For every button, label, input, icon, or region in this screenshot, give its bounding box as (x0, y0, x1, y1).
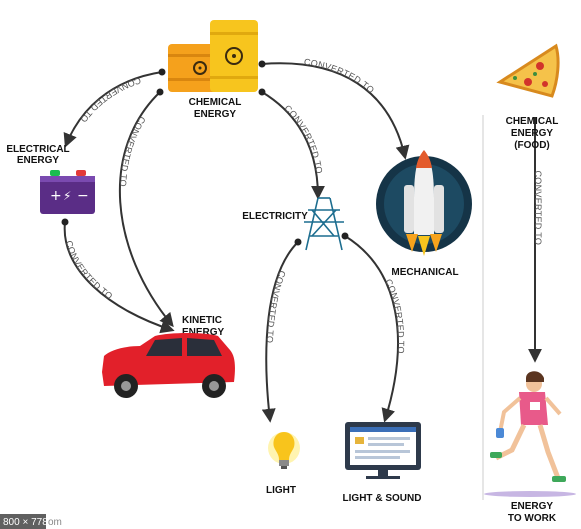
edge-label: CONVERTED TO (64, 240, 115, 302)
chemical-energy-label-2: ENERGY (194, 109, 237, 120)
energy-to-work-label-1: ENERGY (511, 501, 554, 512)
battery-icon: + ⚡ − (40, 170, 95, 214)
arrow-electrical-to-kinetic (63, 221, 173, 331)
arrow-dot (61, 218, 69, 226)
fuel-barrels-icon (168, 20, 258, 92)
chemical-food-label-2: ENERGY (511, 128, 554, 139)
chemical-energy-label-1: CHEMICAL (189, 97, 242, 108)
power-pylon-icon (304, 197, 344, 251)
size-badge-text: 800 × 778 (3, 517, 48, 528)
svg-text:+: + (50, 188, 62, 204)
light-bulb-icon (268, 432, 300, 469)
arrow-dot (341, 232, 349, 240)
arrow-dot (258, 60, 266, 68)
watermark-suffix: om (48, 517, 62, 528)
arrow-dot (294, 238, 302, 246)
arrow-dot (258, 88, 266, 96)
edge-label: CONVERTED TO (118, 115, 148, 187)
kinetic-energy-label-2: ENERGY (182, 327, 225, 338)
mechanical-label: MECHANICAL (391, 267, 458, 278)
chemical-food-label-1: CHEMICAL (506, 116, 559, 127)
svg-text:−: − (77, 188, 89, 204)
arrow-electricity-to-light-sound (344, 235, 399, 421)
electrical-energy-label-2: ENERGY (17, 155, 60, 166)
electrical-energy-label-1: ELECTRICAL (6, 144, 69, 155)
edge-label: CONVERTED TO (265, 269, 288, 343)
edge-label: CONVERTED TO (533, 170, 543, 245)
runner-icon (484, 371, 576, 497)
edge-label: CONVERTED TO (303, 57, 376, 96)
energy-to-work-label-2: TO WORK (508, 513, 557, 524)
car-icon (102, 333, 235, 398)
light-label: LIGHT (266, 485, 296, 496)
svg-text:⚡: ⚡ (63, 189, 71, 203)
arrow-dot (158, 68, 166, 76)
monitor-icon (345, 422, 421, 479)
size-badge (0, 514, 46, 529)
edge-label: CONVERTED TO (78, 75, 142, 124)
electricity-label: ELECTRICITY (242, 211, 308, 222)
edge-label: CONVERTED TO (282, 103, 324, 175)
pizza-icon (496, 43, 560, 98)
rocket-icon (376, 150, 472, 256)
chemical-food-label-3: (FOOD) (514, 140, 550, 151)
light-sound-label: LIGHT & SOUND (343, 493, 422, 504)
arrow-chemical-to-kinetic (118, 91, 173, 326)
kinetic-energy-label-1: KINETIC (182, 315, 222, 326)
arrow-chemical-to-electrical (65, 71, 163, 146)
edge-label: CONVERTED TO (383, 278, 406, 354)
arrow-dot (156, 88, 164, 96)
